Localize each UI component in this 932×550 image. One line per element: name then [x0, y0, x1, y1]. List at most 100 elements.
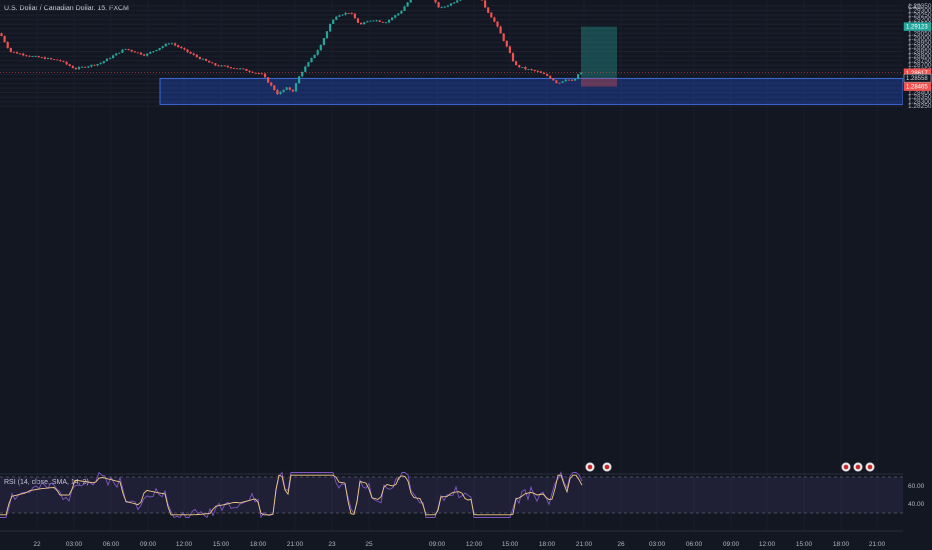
candle-body [74, 68, 77, 70]
candle-body [276, 90, 279, 95]
candle-body [186, 49, 189, 53]
target-box[interactable] [581, 26, 617, 79]
x-tick-label: 26 [617, 541, 625, 548]
candle-body [542, 72, 546, 75]
candle-body [84, 66, 87, 68]
x-tick-label: 22 [33, 541, 41, 548]
candle-body [375, 20, 378, 22]
candle-body [434, 0, 437, 3]
candle-body [6, 42, 9, 49]
candle-body [406, 2, 409, 7]
candle-body [239, 68, 242, 70]
candle-body [573, 79, 577, 81]
candle-body [136, 52, 139, 54]
event-flag-icon[interactable] [602, 462, 612, 472]
y-tick-label: 1.29350 [908, 3, 932, 10]
candle-body [279, 91, 282, 95]
event-flag-icon[interactable] [865, 462, 875, 472]
candle-body [195, 54, 198, 57]
candle-body [9, 48, 12, 52]
candle-body [440, 7, 443, 9]
x-tick-label: 12:00 [759, 541, 776, 548]
candle-body [372, 20, 375, 22]
candle-body [208, 60, 211, 63]
candle-body [270, 82, 273, 86]
candle-body [59, 60, 62, 62]
price-label-stop: 1.28465 [903, 82, 932, 91]
candle-body [68, 64, 71, 67]
candle-body [170, 43, 174, 45]
candle-body [93, 64, 96, 66]
candle-body [257, 72, 260, 74]
candle-body [46, 58, 50, 60]
event-flag-icon[interactable] [841, 462, 851, 472]
candle-body [180, 47, 183, 49]
candle-body [19, 53, 22, 55]
candle-body [102, 61, 105, 64]
candle-body [443, 6, 446, 8]
candle-body [518, 65, 521, 68]
candle-body [499, 26, 502, 34]
y-tick-label: 1.28700 [908, 62, 932, 69]
candle-body [449, 3, 453, 6]
svg-text:1.29123: 1.29123 [906, 25, 928, 31]
event-flag-icon[interactable] [853, 462, 863, 472]
candle-body [232, 68, 236, 69]
candle-body [105, 58, 108, 62]
candle-body [158, 48, 161, 50]
candle-body [201, 58, 205, 60]
x-tick-label: 15:00 [213, 541, 230, 548]
candle-body [251, 71, 254, 73]
candle-body [322, 38, 325, 45]
x-tick-label: 18:00 [539, 541, 556, 548]
candle-body [356, 18, 360, 23]
candle-body [453, 2, 456, 4]
y-tick-label: 1.29300 [908, 7, 932, 14]
candle-body [282, 89, 285, 92]
event-flag-icon[interactable] [585, 462, 595, 472]
candle-body [570, 79, 573, 81]
candle-body [409, 0, 412, 3]
candle-body [152, 51, 155, 53]
candle-body [99, 63, 102, 64]
candle-body [3, 36, 6, 43]
candle-body [313, 54, 316, 58]
candles [0, 0, 583, 95]
candle-body [347, 12, 350, 14]
candle-body [161, 46, 164, 49]
candle-body [15, 52, 19, 54]
candle-body [205, 58, 208, 61]
candle-body [319, 44, 322, 51]
candle-body [177, 45, 180, 48]
candle-body [25, 55, 28, 57]
candle-body [167, 43, 170, 45]
candle-body [577, 74, 580, 80]
candle-body [192, 53, 195, 55]
candle-body [384, 22, 387, 24]
candle-body [552, 78, 555, 81]
candle-body [511, 53, 515, 62]
y-tick-label: 1.28250 [908, 103, 932, 110]
candle-body [502, 33, 505, 41]
x-tick-label: 06:00 [103, 541, 120, 548]
candle-body [567, 79, 570, 81]
candle-body [146, 53, 149, 56]
x-tick-label: 12:00 [176, 541, 193, 548]
candle-body [220, 65, 223, 67]
candle-body [118, 52, 121, 54]
y-tick-label: 1.29050 [908, 30, 932, 37]
candle-body [37, 56, 40, 58]
price-label-target: 1.29123 [903, 22, 932, 31]
x-tick-label: 09:00 [140, 541, 157, 548]
x-tick-label: 15:00 [796, 541, 813, 548]
candle-body [124, 48, 127, 50]
time-axis[interactable]: 22 03:00 06:00 09:00 12:00 15:00 18:00 21:00 23 2… [0, 530, 903, 548]
y-tick-label: 1.29000 [908, 35, 932, 42]
candle-body [335, 16, 338, 20]
candle-body [341, 14, 344, 16]
price-axis[interactable]: 1.293501.293001.292501.292001.291501.291… [903, 0, 932, 550]
currency-label: CAD [908, 4, 922, 11]
stop-box[interactable] [581, 78, 617, 87]
candle-body [149, 52, 152, 54]
